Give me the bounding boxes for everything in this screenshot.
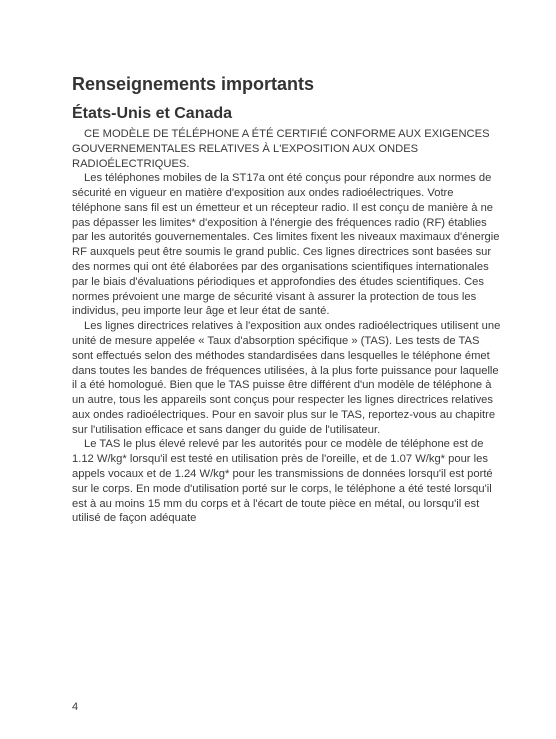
- page-subtitle: États-Unis et Canada: [72, 105, 501, 123]
- page-title: Renseignements importants: [72, 74, 501, 95]
- paragraph-3: Les lignes directrices relatives à l'exp…: [72, 319, 501, 437]
- page-number: 4: [72, 701, 78, 713]
- paragraph-1: CE MODÈLE DE TÉLÉPHONE A ÉTÉ CERTIFIÉ CO…: [72, 127, 501, 171]
- paragraph-2: Les téléphones mobiles de la ST17a ont é…: [72, 171, 501, 319]
- paragraph-4: Le TAS le plus élevé relevé par les auto…: [72, 437, 501, 526]
